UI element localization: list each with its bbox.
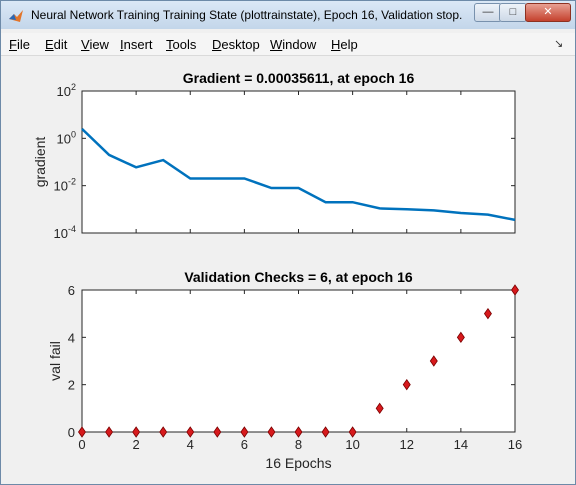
validation-point-marker [511, 284, 519, 296]
figure-canvas: Gradient = 0.00035611, at epoch 16 102 100… [9, 59, 569, 479]
validation-point-marker [375, 402, 384, 415]
gradient-y-tick-label: 100 [57, 129, 76, 146]
validation-point-marker [429, 355, 438, 367]
validation-x-tick-label: 6 [241, 437, 248, 452]
gradient-plot-title: Gradient = 0.00035611, at epoch 16 [183, 70, 415, 86]
validation-point-marker [402, 378, 411, 391]
menu-bar: File Edit View Insert Tools Desktop Wind… [1, 33, 575, 56]
validation-point-marker [267, 426, 276, 438]
validation-plot-area [81, 289, 516, 433]
validation-x-tick-label: 2 [133, 437, 140, 452]
close-button[interactable]: ✕ [525, 3, 571, 22]
validation-point-marker [78, 426, 86, 438]
validation-y-tick-label: 0 [68, 425, 75, 440]
gradient-y-axis-label: gradient [32, 137, 48, 188]
menu-view[interactable]: View [81, 37, 109, 52]
validation-x-tick-label: 14 [454, 437, 468, 452]
validation-point-marker [132, 426, 141, 438]
validation-x-tick-label: 12 [400, 437, 414, 452]
plots-svg: Gradient = 0.00035611, at epoch 16102100… [32, 70, 522, 471]
window-title: Neural Network Training Training State (… [31, 8, 463, 22]
validation-point-marker [159, 426, 168, 438]
validation-point-marker [483, 307, 492, 320]
validation-plot-title: Validation Checks = 6, at epoch 16 [184, 269, 413, 285]
maximize-button[interactable]: □ [499, 3, 527, 22]
menu-tools[interactable]: Tools [166, 37, 197, 52]
validation-point-marker [321, 426, 330, 438]
validation-point-marker [240, 426, 249, 438]
menu-window[interactable]: Window [270, 37, 317, 52]
gradient-y-tick-label: 102 [57, 82, 76, 99]
minimize-button[interactable]: — [474, 3, 502, 22]
validation-point-marker [213, 426, 222, 438]
validation-point-marker [186, 426, 195, 438]
validation-x-tick-label: 16 [508, 437, 522, 452]
validation-x-tick-label: 4 [187, 437, 194, 452]
title-bar[interactable]: Neural Network Training Training State (… [1, 1, 575, 29]
matlab-icon [9, 10, 23, 22]
validation-point-marker [456, 331, 465, 344]
dock-arrow-icon[interactable]: ↘ [554, 38, 564, 50]
validation-x-tick-label: 0 [78, 437, 85, 452]
menu-desktop[interactable]: Desktop [212, 37, 260, 52]
validation-y-tick-label: 2 [68, 378, 75, 393]
gradient-series-line [81, 127, 516, 222]
validation-x-tick-label: 8 [295, 437, 302, 452]
validation-point-marker [294, 426, 303, 438]
validation-point-marker [105, 426, 114, 438]
gradient-y-tick-label: 10-2 [54, 177, 76, 194]
menu-file[interactable]: File [9, 37, 30, 52]
validation-y-tick-label: 4 [68, 330, 75, 345]
menu-insert[interactable]: Insert [120, 37, 153, 52]
validation-x-axis-label: 16 Epochs [265, 455, 331, 471]
validation-y-tick-label: 6 [68, 283, 75, 298]
menu-help[interactable]: Help [331, 37, 358, 52]
validation-x-tick-label: 10 [345, 437, 359, 452]
gradient-y-tick-label: 10-4 [54, 224, 76, 241]
validation-y-axis-label: val fail [47, 341, 63, 381]
menu-edit[interactable]: Edit [45, 37, 68, 52]
validation-point-marker [348, 426, 357, 438]
